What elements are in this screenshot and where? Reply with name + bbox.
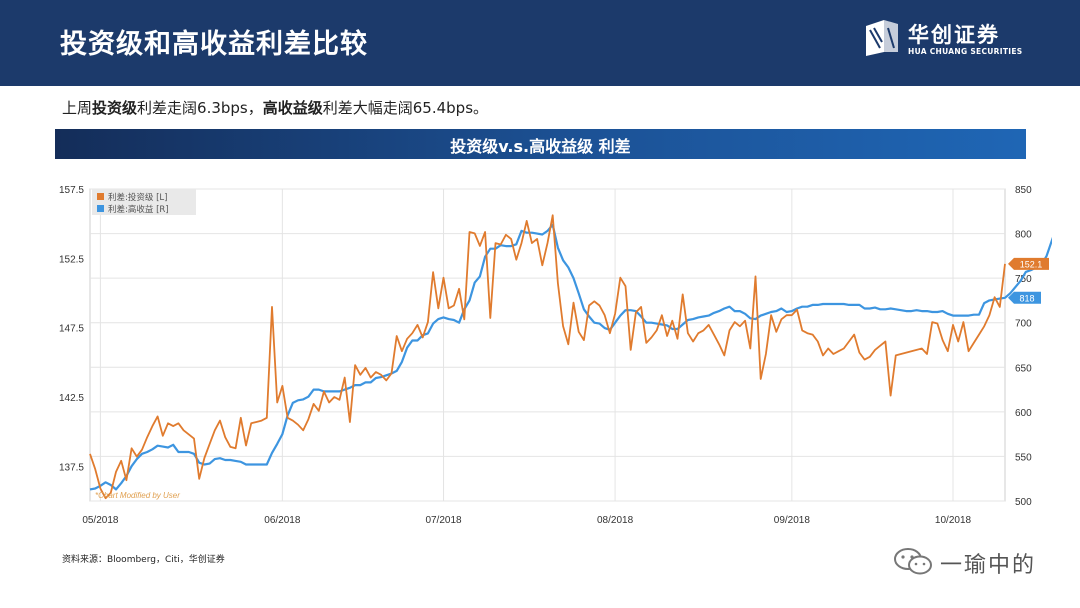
summary-part3: 利差大幅走阔65.4bps。: [322, 99, 489, 117]
summary-hy-label: 高收益级: [262, 99, 323, 117]
y-left-tick-label: 157.5: [59, 185, 84, 196]
logo-text-en: HUA CHUANG SECURITIES: [908, 47, 1023, 56]
logo-mark-icon: [866, 20, 898, 56]
source-note: 资料来源：Bloomberg，Citi，华创证券: [62, 555, 225, 565]
y-left-tick-label: 152.5: [59, 254, 84, 265]
x-tick-label: 09/2018: [774, 515, 811, 526]
end-callout-ig: [1008, 257, 1049, 270]
plot-area: [89, 188, 1006, 502]
y-right-tick-label: 650: [1015, 363, 1032, 374]
y-right-tick-label: 850: [1015, 185, 1032, 196]
chart-container: 850 800 750 700 650 600 550 500 157.5 152.5 147.5 1…: [52, 170, 1064, 530]
legend-swatch: [97, 193, 104, 200]
x-tick-label: 07/2018: [425, 515, 462, 526]
x-tick-label: 08/2018: [597, 515, 634, 526]
legend-box: [92, 189, 196, 215]
end-label-ig: 152.1: [1020, 259, 1043, 269]
spread-chart: 850 800 750 700 650 600 550 500 157.5 152.5 147.5 1…: [59, 185, 1064, 526]
wechat-watermark: 一瑜中的: [892, 545, 1062, 579]
summary-part2: 利差走阔6.3bps，: [137, 99, 263, 117]
x-tick-label: 05/2018: [82, 515, 119, 526]
end-label-hy: 818: [1019, 293, 1034, 303]
y-left-tick-label: 142.5: [59, 393, 84, 404]
chart-modified-note: *Chart Modified by User: [95, 491, 180, 500]
summary-part1: 上周: [62, 99, 93, 117]
series-line-hy: [89, 216, 1064, 491]
summary-text: 上周投资级利差走阔6.3bps，高收益级利差大幅走阔65.4bps。: [62, 97, 488, 118]
y-right-tick-label: 700: [1015, 319, 1032, 330]
y-right-tick-label: 800: [1015, 230, 1032, 241]
series-line-ig: [89, 214, 1006, 500]
legend-label: 利差:投资级 [L]: [108, 192, 167, 203]
watermark-text: 一瑜中的: [940, 553, 1037, 578]
legend-swatch: [97, 205, 104, 212]
chart-banner: 投资级v.s.高收益级 利差: [55, 129, 1026, 159]
y-right-tick-label: 600: [1015, 408, 1032, 419]
summary-ig-label: 投资级: [92, 99, 138, 117]
y-right-tick-label: 500: [1015, 497, 1032, 508]
y-right-tick-label: 750: [1015, 274, 1032, 285]
end-callout-hy: [1008, 291, 1041, 304]
y-left-tick-label: 137.5: [59, 462, 84, 473]
logo-text-cn: 华创证券: [908, 23, 1000, 47]
y-right-tick-label: 550: [1015, 452, 1032, 463]
x-tick-label: 10/2018: [935, 515, 972, 526]
y-left-tick-label: 147.5: [59, 324, 84, 335]
header-bar: 投资级和高收益利差比较 华创证券 HUA CHUANG SECURITIES: [0, 0, 1080, 86]
chart-banner-title: 投资级v.s.高收益级 利差: [450, 137, 631, 156]
legend-label: 利差:高收益 [R]: [108, 204, 169, 215]
page-title: 投资级和高收益利差比较: [60, 29, 368, 60]
company-logo: 华创证券 HUA CHUANG SECURITIES: [862, 18, 1032, 62]
wechat-icon: [894, 548, 932, 575]
x-tick-label: 06/2018: [264, 515, 301, 526]
